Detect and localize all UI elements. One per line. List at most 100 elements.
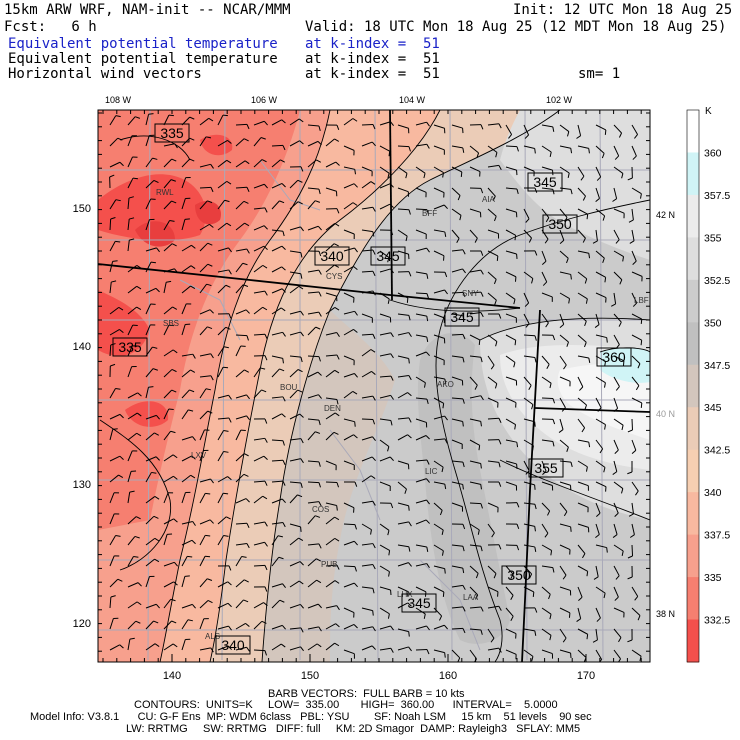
wind-barb — [631, 334, 643, 346]
wind-barb — [289, 271, 303, 279]
barb-legend: BARB VECTORS: FULL BARB = 10 kts — [268, 688, 465, 700]
wind-barb — [613, 313, 622, 327]
wind-barb — [253, 207, 268, 213]
wind-barb — [271, 245, 286, 252]
wind-barb — [523, 250, 538, 256]
wind-barb — [415, 544, 429, 552]
contour-label: 350 — [542, 214, 578, 234]
wind-barb — [145, 575, 155, 588]
wind-barb — [163, 114, 174, 126]
wind-barb — [217, 417, 232, 423]
wind-barb — [631, 313, 643, 325]
wind-barb — [541, 271, 548, 286]
wind-barb — [145, 113, 154, 126]
wind-barb — [523, 292, 530, 307]
wind-barb — [487, 565, 497, 579]
wind-barb — [361, 290, 376, 296]
wind-barb — [415, 334, 429, 343]
wind-barb — [577, 250, 591, 259]
wind-barb — [631, 292, 638, 307]
wind-barb — [235, 369, 250, 378]
wind-barb — [487, 164, 502, 170]
wind-barb — [541, 460, 547, 475]
wind-barb — [253, 290, 268, 296]
wind-barb — [271, 624, 286, 630]
wind-barb — [289, 369, 303, 378]
wind-barb — [415, 607, 426, 619]
wind-barb — [379, 375, 394, 381]
wind-barb — [235, 394, 250, 400]
wind-barb — [415, 563, 430, 568]
wind-barb — [487, 439, 502, 445]
model-info: Model Info: V3.8.1 CU: G-F Ens MP: WDM 6… — [30, 711, 592, 723]
wind-barb — [523, 334, 537, 341]
wind-barb — [397, 208, 411, 215]
wind-barb — [217, 284, 231, 294]
wind-barb — [199, 429, 210, 441]
wind-barb — [613, 271, 623, 285]
wind-barb — [163, 620, 177, 630]
wind-barb — [145, 456, 160, 462]
wind-barb — [181, 197, 191, 210]
wind-barb — [613, 586, 619, 601]
wind-barb — [541, 439, 555, 447]
wind-barb — [307, 481, 321, 488]
wind-barb — [595, 208, 606, 221]
wind-barb — [379, 229, 394, 236]
wind-barb — [199, 449, 209, 462]
wind-barb — [415, 143, 430, 149]
wind-barb — [199, 492, 211, 504]
wind-barb — [451, 355, 465, 363]
wind-barb — [325, 187, 338, 197]
wind-barb — [109, 174, 115, 189]
wind-barb — [163, 430, 176, 441]
wind-barb — [163, 349, 178, 357]
wind-barb — [199, 618, 209, 630]
wind-barb — [109, 455, 124, 462]
wind-barb — [217, 394, 232, 400]
wind-barb — [559, 628, 567, 643]
colorbar-label: 355 — [704, 232, 722, 244]
wind-barb — [343, 624, 358, 630]
wind-barb — [451, 418, 464, 427]
wind-barb — [505, 355, 516, 368]
wind-barb — [253, 159, 267, 168]
wind-barb — [433, 586, 445, 597]
wind-barb — [433, 565, 446, 574]
wind-barb — [163, 533, 173, 546]
wind-barb — [127, 555, 139, 567]
wind-barb — [541, 187, 555, 195]
wind-barb — [469, 523, 480, 535]
svg-text:345: 345 — [376, 248, 400, 264]
wind-barb — [235, 262, 248, 273]
wind-barb — [109, 644, 124, 651]
colorbar-swatch — [687, 194, 699, 238]
wind-barb — [612, 187, 618, 202]
wind-barb — [271, 266, 286, 273]
wind-barb — [415, 459, 430, 465]
wind-barb — [523, 145, 536, 154]
contour-label: 345 — [370, 246, 406, 266]
wind-barb — [325, 222, 340, 231]
wind-barb — [343, 565, 357, 572]
wind-barb — [289, 603, 304, 609]
wind-barb — [307, 269, 322, 275]
x-tick-label: 140 — [163, 670, 181, 682]
wind-barb — [271, 229, 285, 237]
wind-barb — [505, 565, 514, 579]
wind-barb — [163, 368, 177, 378]
wind-barb — [577, 313, 587, 327]
wind-barb — [523, 124, 530, 139]
wind-barb — [487, 544, 502, 550]
wind-barb — [379, 203, 394, 210]
colorbar-swatch — [687, 449, 699, 493]
wind-barb — [628, 208, 634, 223]
wind-barb — [145, 386, 154, 399]
wind-barb — [361, 349, 376, 357]
wind-barb — [271, 119, 286, 126]
wind-barb — [469, 355, 483, 363]
wind-barb — [361, 543, 376, 549]
wind-barb — [271, 368, 285, 378]
wind-barb — [361, 564, 376, 570]
wind-barb — [433, 145, 445, 155]
